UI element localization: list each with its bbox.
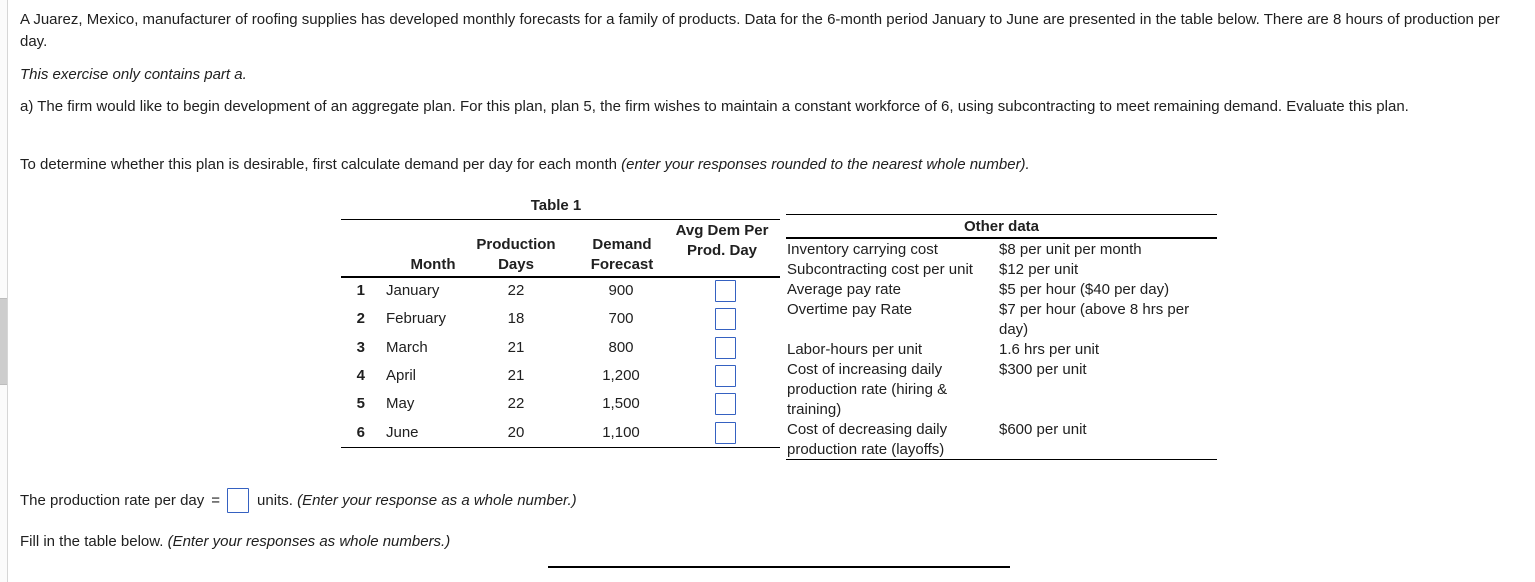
table1-title: Table 1 — [530, 197, 582, 214]
row-number: 1 — [356, 282, 365, 299]
production-days-cell: 22 — [507, 282, 525, 299]
production-days-cell: 21 — [507, 367, 525, 384]
table1-top-rule — [341, 219, 780, 220]
next-table-top-rule — [548, 566, 1010, 568]
table1-row: 3 March 21 800 — [341, 334, 781, 362]
fill-table-line: Fill in the table below. (Enter your res… — [20, 531, 450, 553]
other-data-value: $600 per unit — [999, 421, 1087, 438]
month-cell: January — [386, 282, 440, 299]
production-rate-units: units. — [257, 492, 298, 509]
demand-forecast-cell: 1,200 — [602, 367, 640, 384]
row-number: 6 — [356, 424, 365, 441]
avg-dem-input-may[interactable] — [715, 393, 736, 415]
other-data-row: Inventory carrying cost $8 per unit per … — [787, 240, 1217, 260]
other-data-value: 1.6 hrs per unit — [999, 341, 1100, 358]
row-number: 3 — [356, 339, 365, 356]
production-days-cell: 20 — [507, 424, 525, 441]
row-number: 5 — [356, 395, 365, 412]
table1-rows: 1 January 22 900 2 February 18 700 3 Mar… — [341, 277, 781, 447]
avg-dem-input-march[interactable] — [715, 337, 736, 359]
other-data-label: Inventory carrying cost — [787, 241, 938, 258]
demand-forecast-cell: 1,500 — [602, 395, 640, 412]
other-data-value: $5 per hour ($40 per day) — [999, 281, 1170, 298]
other-data-row: Average pay rate $5 per hour ($40 per da… — [787, 280, 1217, 300]
table1-bottom-rule — [341, 447, 780, 448]
avg-dem-input-january[interactable] — [715, 280, 736, 302]
part-a-statement: a) The firm would like to begin developm… — [20, 98, 1409, 115]
other-data-row: Overtime pay Rate $7 per hour (above 8 h… — [787, 300, 1217, 340]
month-cell: April — [386, 367, 417, 384]
other-data-value: $12 per unit — [999, 261, 1079, 278]
exercise-scope-note: This exercise only contains part a. — [20, 66, 247, 83]
other-data-label: Overtime pay Rate — [787, 301, 913, 318]
other-data-label: Subcontracting cost per unit — [787, 261, 973, 278]
production-rate-line: The production rate per day = units. (Ente… — [20, 488, 577, 513]
equals-sign: = — [211, 492, 221, 509]
avg-dem-input-june[interactable] — [715, 422, 736, 444]
month-cell: June — [386, 424, 419, 441]
row-number: 4 — [356, 367, 365, 384]
left-scrollbar-track[interactable] — [0, 0, 8, 582]
production-days-cell: 18 — [507, 310, 525, 327]
other-data-row: Labor-hours per unit 1.6 hrs per unit — [787, 340, 1217, 360]
month-cell: March — [386, 339, 428, 356]
other-data-bottom-rule — [786, 459, 1217, 460]
instruction-note: (enter your responses rounded to the nea… — [621, 156, 1030, 173]
other-data-rows: Inventory carrying cost $8 per unit per … — [787, 240, 1217, 460]
avg-dem-input-february[interactable] — [715, 308, 736, 330]
other-data-label: Cost of decreasing daily production rate… — [787, 421, 948, 458]
left-scrollbar-thumb[interactable] — [0, 298, 7, 385]
other-data-label: Labor-hours per unit — [787, 341, 923, 358]
table1-header-avg-dem-per-prod-day: Avg Dem Per Prod. Day — [675, 222, 769, 259]
other-data-value: $7 per hour (above 8 hrs per day) — [999, 301, 1190, 338]
demand-forecast-cell: 900 — [608, 282, 634, 299]
other-data-label: Average pay rate — [787, 281, 901, 298]
table1-row: 2 February 18 700 — [341, 305, 781, 333]
fill-table-text: Fill in the table below. — [20, 533, 168, 550]
fill-table-note: (Enter your responses as whole numbers.) — [167, 533, 451, 550]
other-data-top-rule — [786, 214, 1217, 215]
table1-row: 5 May 22 1,500 — [341, 390, 781, 418]
table1-row: 6 June 20 1,100 — [341, 419, 781, 447]
other-data-row: Cost of decreasing daily production rate… — [787, 420, 1217, 460]
other-data-row: Subcontracting cost per unit $12 per uni… — [787, 260, 1217, 280]
table1-header-month: Month — [410, 256, 456, 273]
instruction-line: To determine whether this plan is desira… — [20, 154, 1520, 176]
production-days-cell: 22 — [507, 395, 525, 412]
table1-header-demand-forecast: Demand Forecast — [590, 236, 654, 273]
demand-forecast-cell: 1,100 — [602, 424, 640, 441]
other-data-row: Cost of increasing daily production rate… — [787, 360, 1217, 420]
problem-intro-text: A Juarez, Mexico, manufacturer of roofin… — [20, 11, 1500, 50]
table1-header-rule — [341, 276, 780, 278]
row-number: 2 — [356, 310, 365, 327]
other-data-title: Other data — [963, 218, 1039, 235]
table1-header-production-days: Production Days — [476, 236, 556, 273]
production-rate-input[interactable] — [227, 488, 250, 513]
production-rate-label: The production rate per day — [20, 492, 205, 509]
production-days-cell: 21 — [507, 339, 525, 356]
table1-row: 4 April 21 1,200 — [341, 362, 781, 390]
demand-forecast-cell: 700 — [608, 310, 634, 327]
month-cell: May — [386, 395, 415, 412]
avg-dem-input-april[interactable] — [715, 365, 736, 387]
other-data-header-rule — [786, 237, 1217, 239]
demand-forecast-cell: 800 — [608, 339, 634, 356]
other-data-value: $300 per unit — [999, 361, 1087, 378]
production-rate-note: (Enter your response as a whole number.) — [297, 492, 577, 509]
month-cell: February — [386, 310, 447, 327]
other-data-value: $8 per unit per month — [999, 241, 1142, 258]
table1-row: 1 January 22 900 — [341, 277, 781, 305]
other-data-label: Cost of increasing daily production rate… — [787, 361, 948, 418]
instruction-text: To determine whether this plan is desira… — [20, 156, 622, 173]
